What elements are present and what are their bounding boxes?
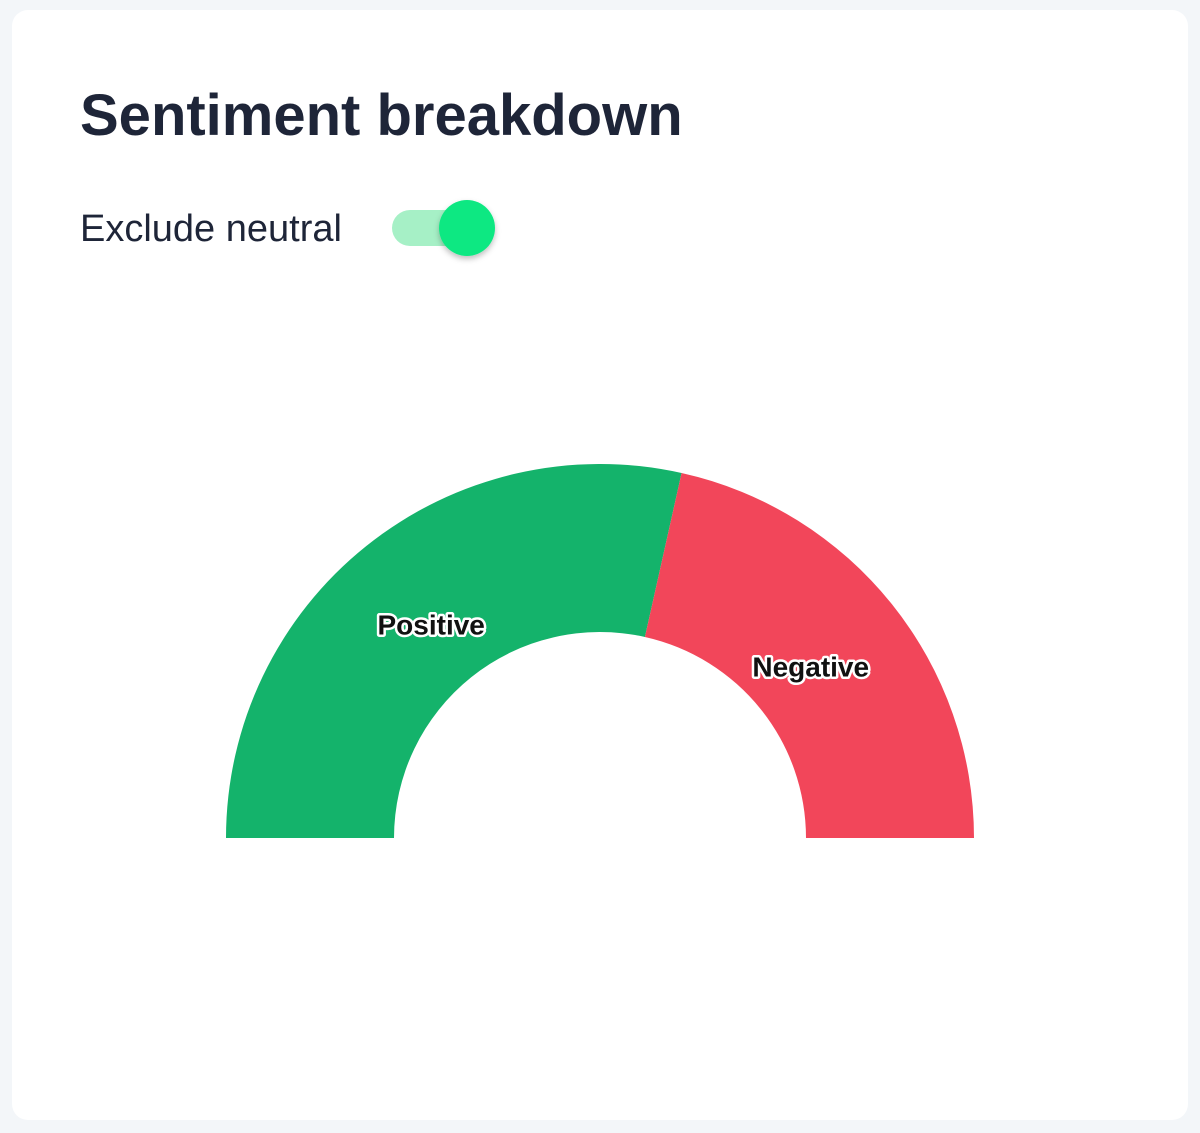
toggle-switch[interactable] [392, 200, 495, 256]
toggle-label: Exclude neutral [80, 208, 342, 250]
slice-label: Positive [377, 610, 484, 641]
slice [644, 473, 974, 838]
chart: Positive Negative [226, 463, 974, 838]
toggle-knob[interactable] [439, 200, 495, 256]
card-title: Sentiment breakdown [80, 83, 683, 148]
slice-label: Negative [752, 652, 869, 683]
slice [226, 463, 682, 838]
